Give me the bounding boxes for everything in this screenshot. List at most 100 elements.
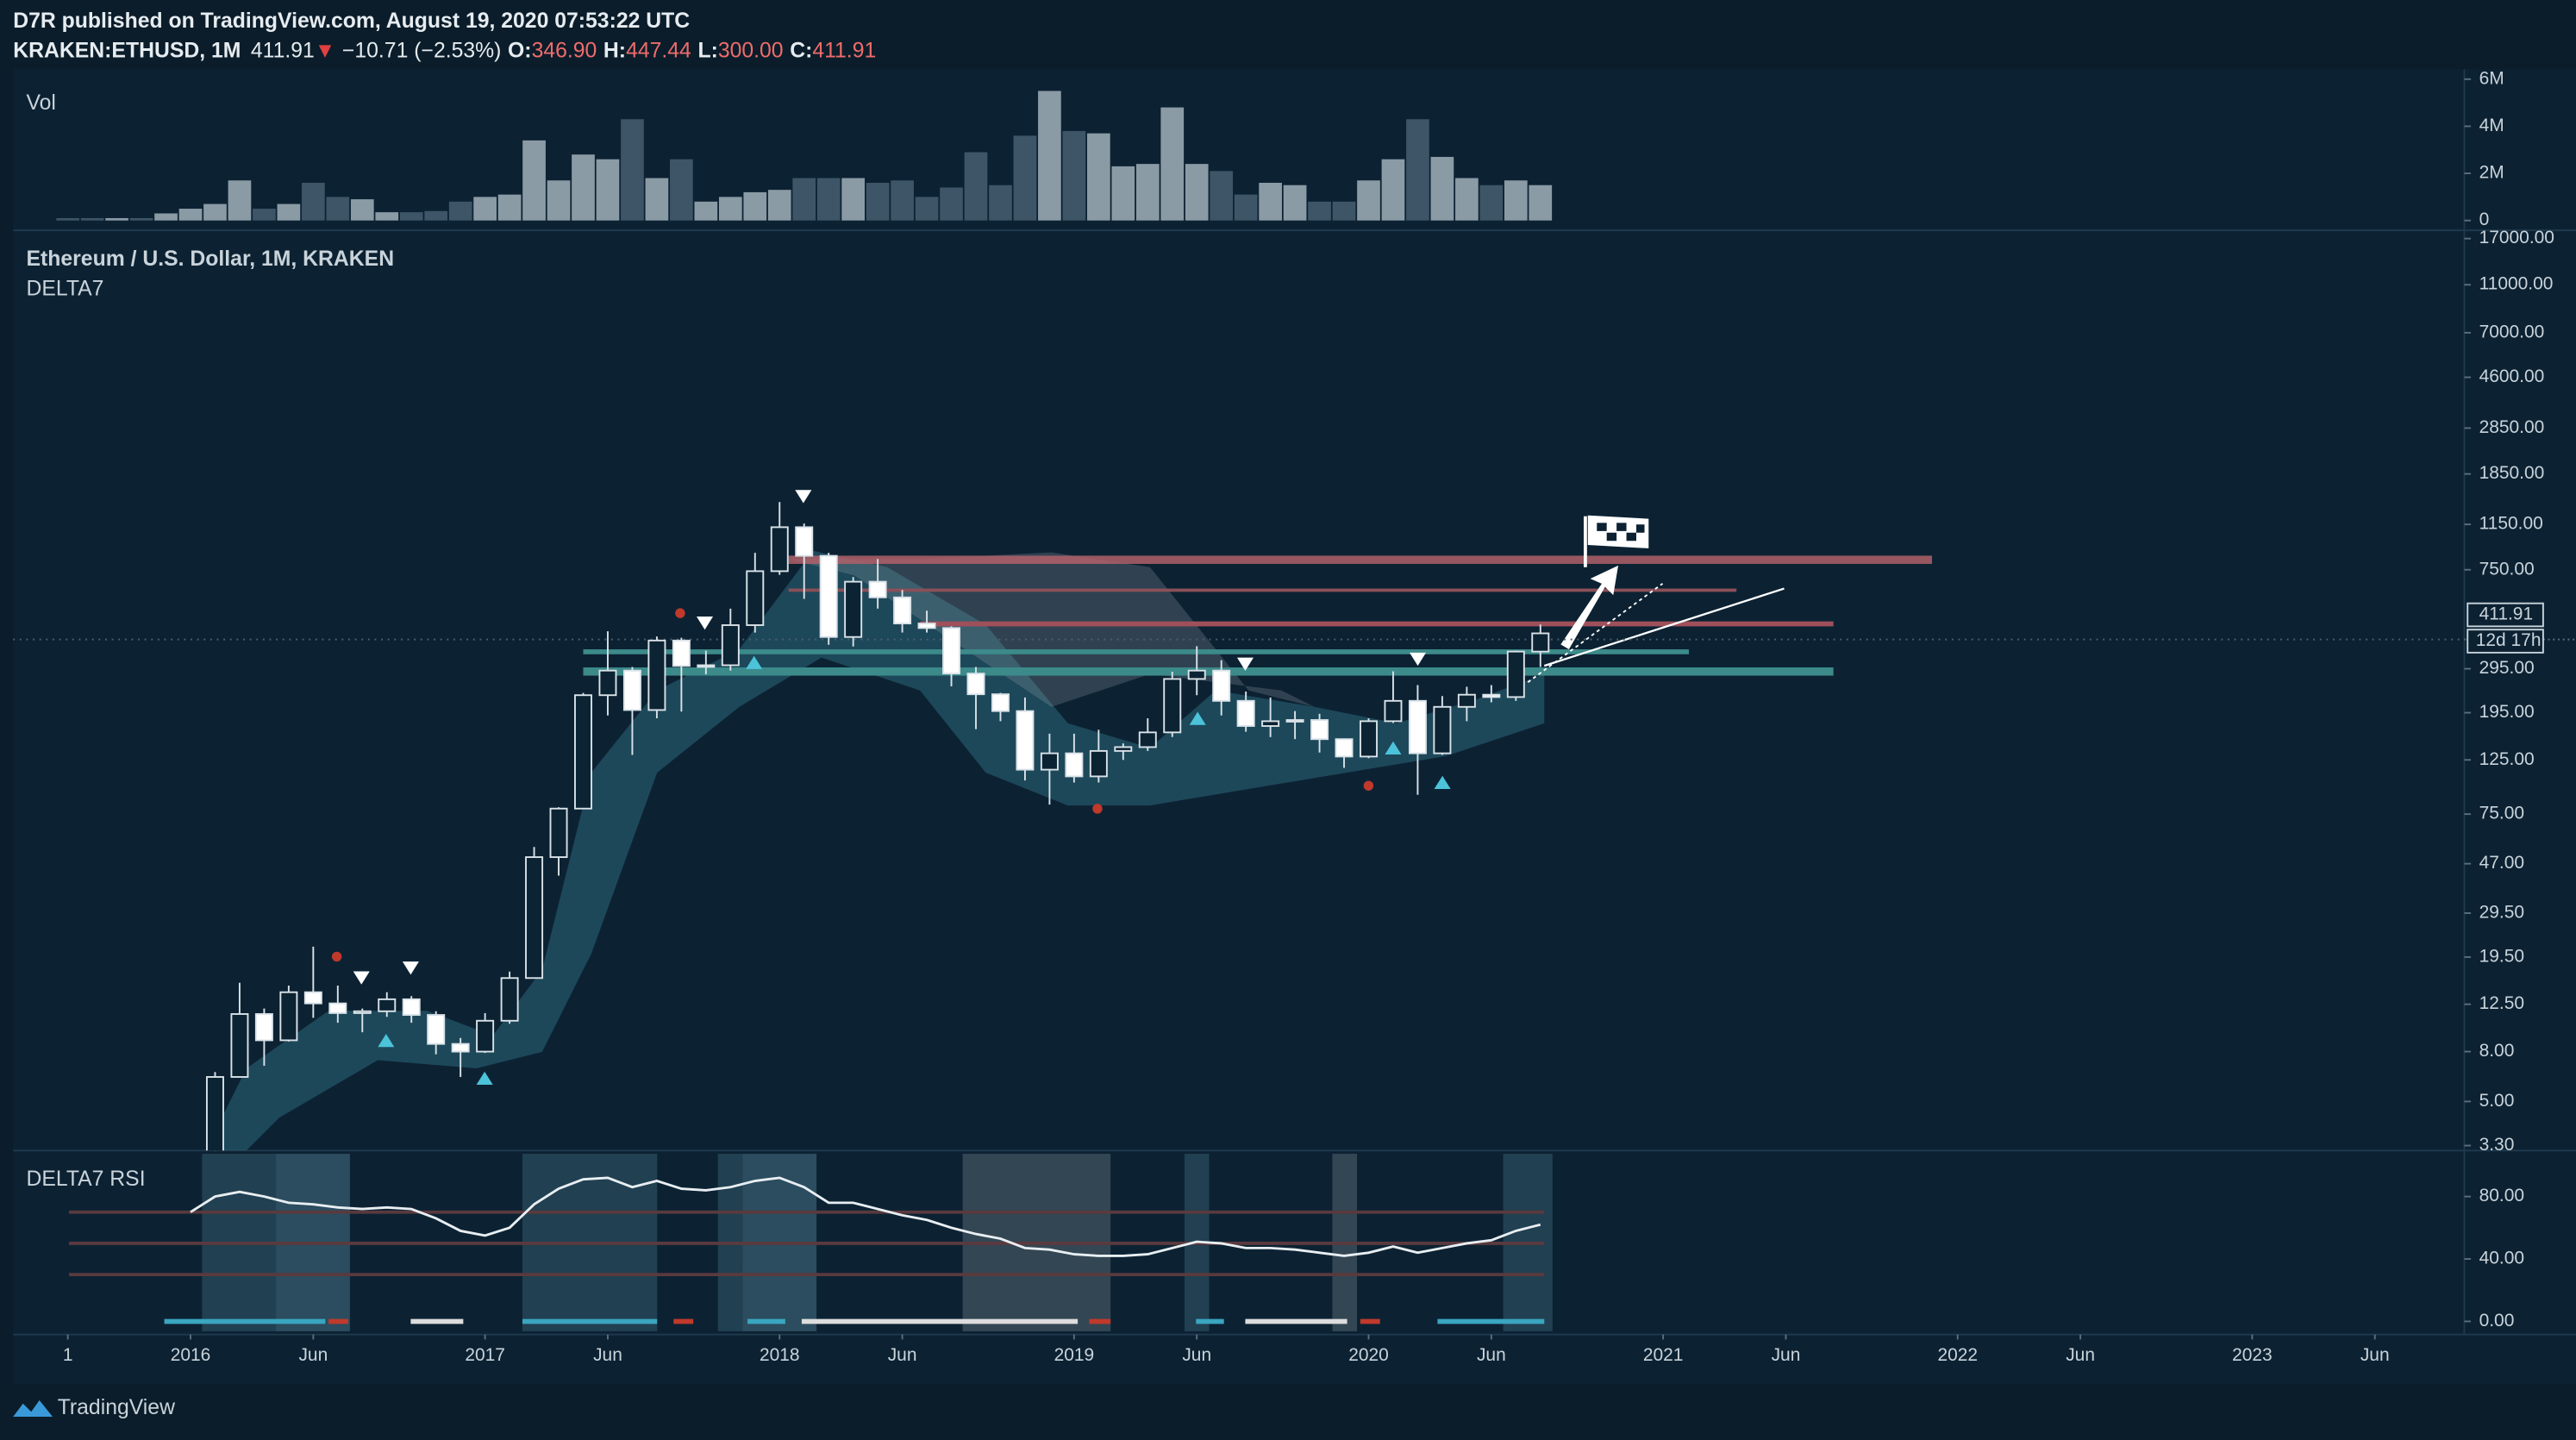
candle-body xyxy=(230,1013,249,1078)
volume-bar xyxy=(1504,180,1528,221)
y-tick-label: 19.50 xyxy=(2479,946,2524,966)
y-tick-label: 750.00 xyxy=(2479,559,2535,579)
volume-bar xyxy=(56,217,80,221)
volume-bar xyxy=(228,180,252,221)
volume-bar xyxy=(350,199,374,221)
volume-bar xyxy=(572,154,595,221)
x-tick-label: Jun xyxy=(2066,1345,2095,1365)
candle-body xyxy=(1384,699,1403,723)
candle-body xyxy=(574,694,592,810)
y-tick-label: 17000.00 xyxy=(2479,228,2554,247)
y-tick-label: 29.50 xyxy=(2479,903,2524,923)
candle-body xyxy=(353,1010,372,1014)
volume-bar xyxy=(1087,133,1110,221)
volume-bar xyxy=(989,185,1012,221)
candle-body xyxy=(721,624,740,667)
volume-bar xyxy=(816,178,841,221)
y-tick-label: 5.00 xyxy=(2479,1091,2515,1111)
volume-bar xyxy=(940,187,963,221)
x-tick-label: 2017 xyxy=(465,1345,505,1365)
volume-bar xyxy=(645,178,669,221)
x-tick-label: 2018 xyxy=(760,1345,800,1365)
rsi-line xyxy=(190,1176,1541,1257)
volume-bar xyxy=(670,159,693,221)
x-tick-label: 2022 xyxy=(1937,1345,1978,1365)
candle-body xyxy=(1335,738,1354,758)
candle-body xyxy=(1360,720,1378,758)
y-tick-label: 40.00 xyxy=(2479,1249,2524,1268)
volume-bar xyxy=(154,213,178,221)
candle-body xyxy=(1089,749,1108,778)
x-tick-label: Jun xyxy=(298,1345,328,1365)
volume-bar xyxy=(1529,185,1553,221)
candle-body xyxy=(1138,731,1157,748)
volume-bar xyxy=(1381,159,1405,221)
candle-body xyxy=(1236,699,1255,727)
candle-body xyxy=(1016,710,1035,771)
symbol-line: KRAKEN:ETHUSD, 1M 411.91▼ −10.71 (−2.53%) O… xyxy=(13,39,876,62)
volume-bar xyxy=(1210,171,1234,221)
y-tick-label: 11000.00 xyxy=(2479,274,2554,294)
volume-bar xyxy=(915,197,939,221)
y-tick-label: 0.00 xyxy=(2479,1311,2515,1330)
candle-body xyxy=(1506,650,1525,698)
y-tick-label: 2M xyxy=(2479,163,2504,183)
published-line: D7R published on TradingView.com, August… xyxy=(13,9,690,33)
pane-title: Vol xyxy=(26,91,55,115)
volume-bar xyxy=(1283,185,1307,221)
price-label: 411.91 xyxy=(2479,604,2534,624)
candle-body xyxy=(1261,720,1280,727)
candle-body xyxy=(917,623,936,629)
candle-body xyxy=(795,526,814,557)
y-tick-label: 1150.00 xyxy=(2479,514,2543,534)
candle-body xyxy=(868,580,887,598)
y-tick-label: 0 xyxy=(2479,210,2490,229)
candle-body xyxy=(500,977,519,1022)
volume-bar xyxy=(326,197,350,221)
volume-bar xyxy=(1185,164,1209,221)
candle-body xyxy=(1285,719,1304,723)
y-tick-label: 8.00 xyxy=(2479,1041,2515,1061)
candle-body xyxy=(476,1019,495,1053)
volume-bar xyxy=(767,190,791,221)
candle-body xyxy=(1457,693,1476,708)
volume-bar xyxy=(866,182,890,221)
candle-body xyxy=(966,673,985,696)
candle-body xyxy=(1482,693,1501,698)
x-tick-label: 2020 xyxy=(1348,1345,1389,1365)
volume-bar xyxy=(1111,166,1135,221)
volume-bar xyxy=(80,217,104,221)
x-tick-label: Jun xyxy=(1477,1345,1506,1365)
candle-body xyxy=(254,1013,273,1042)
candle-body xyxy=(770,526,789,573)
candle-body xyxy=(303,991,322,1005)
candle-body xyxy=(622,669,641,711)
x-tick-label: Jun xyxy=(2360,1345,2390,1365)
candle-body xyxy=(279,991,298,1042)
price-label-box xyxy=(2467,602,2544,628)
candle-body xyxy=(1187,669,1206,680)
candles xyxy=(205,502,1550,1151)
candle-body xyxy=(1212,669,1231,702)
volume-bar xyxy=(1038,91,1061,221)
candle-body xyxy=(991,693,1010,712)
candle-body xyxy=(1040,752,1059,771)
volume-bar xyxy=(399,212,423,221)
candle-body xyxy=(549,807,568,858)
candle-body xyxy=(1065,752,1084,778)
volume-bar xyxy=(178,209,203,221)
volume-bar xyxy=(1259,182,1282,221)
candle-body xyxy=(647,639,666,711)
candle-body xyxy=(205,1076,224,1151)
x-tick-label: Jun xyxy=(1182,1345,1211,1365)
volume-bar xyxy=(596,159,620,221)
volume-bar xyxy=(1455,178,1479,221)
y-tick-label: 3.30 xyxy=(2479,1135,2515,1155)
candle-body xyxy=(328,1002,347,1014)
x-tick-label: 2021 xyxy=(1643,1345,1684,1365)
candle-body xyxy=(893,596,912,625)
countdown: 12d 17h xyxy=(2476,630,2542,650)
candle-body xyxy=(378,998,397,1012)
